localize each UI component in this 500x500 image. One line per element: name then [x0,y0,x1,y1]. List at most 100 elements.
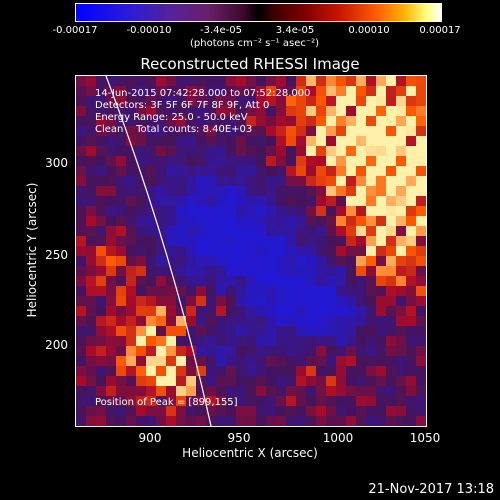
image-pixel [396,126,406,136]
image-pixel [186,116,196,126]
image-pixel [76,146,86,156]
image-pixel [256,416,266,426]
image-pixel [356,396,366,406]
image-pixel [186,186,196,196]
image-pixel [336,116,346,126]
image-pixel [316,116,326,126]
image-pixel [236,196,246,206]
image-pixel [126,416,136,426]
image-pixel [76,116,86,126]
image-pixel [316,256,326,266]
image-pixel [146,316,156,326]
image-pixel [356,176,366,186]
image-pixel [346,396,356,406]
image-pixel [256,306,266,316]
image-pixel [246,176,256,186]
image-pixel [396,216,406,226]
image-pixel [186,236,196,246]
image-pixel [216,406,226,416]
image-pixel [156,386,166,396]
image-pixel [366,196,376,206]
image-pixel [156,256,166,266]
image-pixel [136,226,146,236]
image-pixel [256,216,266,226]
image-pixel [226,216,236,226]
image-pixel [176,346,186,356]
image-pixel [366,396,376,406]
image-pixel [286,306,296,316]
image-pixel [356,126,366,136]
image-pixel [376,96,386,106]
image-pixel [206,136,216,146]
colorbar-tick: -3.4e-05 [200,25,242,36]
image-pixel [196,146,206,156]
image-pixel [246,186,256,196]
image-pixel [346,276,356,286]
image-pixel [276,406,286,416]
image-pixel [376,276,386,286]
image-pixel [206,176,216,186]
image-pixel [376,356,386,366]
image-pixel [146,386,156,396]
image-pixel [156,296,166,306]
image-pixel [136,336,146,346]
image-pixel [186,296,196,306]
image-pixel [306,406,316,416]
image-pixel [166,226,176,236]
image-pixel [386,296,396,306]
image-pixel [216,186,226,196]
image-pixel [306,396,316,406]
image-pixel [376,416,386,426]
image-pixel [216,286,226,296]
image-pixel [146,156,156,166]
image-pixel [256,106,266,116]
image-pixel [376,76,386,86]
image-pixel [186,216,196,226]
image-pixel [166,416,176,426]
image-pixel [366,336,376,346]
image-pixel [196,256,206,266]
image-pixel [296,416,306,426]
image-pixel [276,136,286,146]
image-pixel [366,206,376,216]
image-pixel [336,236,346,246]
image-pixel [366,176,376,186]
image-pixel [226,376,236,386]
image-pixel [386,86,396,96]
image-pixel [336,166,346,176]
image-pixel [406,416,416,426]
image-pixel [276,156,286,166]
image-pixel [126,316,136,326]
image-pixel [206,76,216,86]
image-pixel [246,386,256,396]
image-pixel [296,106,306,116]
image-pixel [206,306,216,316]
image-pixel [206,386,216,396]
image-pixel [166,246,176,256]
image-pixel [366,296,376,306]
image-pixel [276,236,286,246]
image-pixel [306,226,316,236]
image-pixel [186,146,196,156]
image-pixel [326,386,336,396]
image-pixel [196,186,206,196]
image-pixel [276,186,286,196]
image-pixel [256,76,266,86]
image-pixel [366,96,376,106]
image-pixel [176,206,186,216]
image-pixel [86,166,96,176]
image-pixel [316,276,326,286]
image-pixel [356,96,366,106]
image-pixel [136,196,146,206]
colorbar-tick: 3.4e-05 [275,25,315,36]
image-pixel [366,266,376,276]
image-pixel [236,216,246,226]
image-pixel [396,416,406,426]
image-pixel [346,406,356,416]
image-pixel [106,286,116,296]
image-pixel [386,306,396,316]
image-pixel [336,286,346,296]
image-pixel [226,106,236,116]
image-pixel [346,286,356,296]
image-pixel [206,356,216,366]
